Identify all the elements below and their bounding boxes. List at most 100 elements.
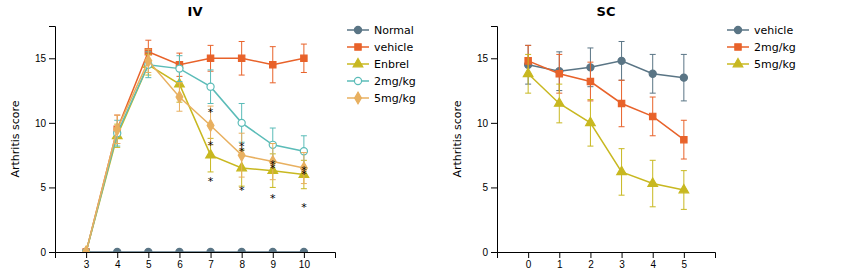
legend-label: 5mg/kg	[754, 58, 796, 71]
annotation: *	[208, 175, 214, 188]
x-tick-label: 9	[270, 259, 276, 270]
x-tick: 4	[650, 252, 656, 270]
title: IV	[188, 4, 203, 19]
error-bar	[270, 144, 276, 180]
legend-item: vehicle	[347, 41, 413, 54]
annotation: *	[239, 145, 245, 158]
marks	[523, 41, 688, 209]
y-axis-label: Arthritis score	[451, 100, 464, 177]
y-tick-mark	[491, 252, 497, 253]
line	[528, 74, 684, 190]
line	[86, 52, 304, 252]
legend: Normal vehicle Enbrel 2mg/kg 5mg/kg	[347, 24, 416, 105]
x-tick-label: 2	[588, 259, 594, 270]
x-tick-mark	[117, 252, 118, 258]
x-tick: 5	[682, 252, 688, 270]
series	[525, 45, 687, 159]
marker	[618, 57, 625, 64]
legend-item: Enbrel	[347, 58, 409, 71]
y-tick-mark	[49, 252, 55, 253]
legend-item: 2mg/kg	[727, 41, 796, 54]
marker	[681, 136, 687, 142]
legend-symbol	[355, 44, 361, 50]
marker	[680, 74, 687, 81]
x-tick-mark	[242, 252, 243, 258]
legend-label: 2mg/kg	[754, 41, 796, 54]
series	[523, 54, 688, 209]
x-tick-mark	[179, 252, 180, 258]
x-tick-mark	[559, 252, 560, 258]
x-tick-mark	[684, 252, 685, 258]
marker	[586, 117, 596, 125]
y-tick: 0	[40, 247, 55, 258]
error-bar	[145, 49, 151, 72]
x-tick-label: 0	[526, 259, 532, 270]
y-axis-label: Arthritis score	[9, 100, 22, 177]
plot: 012345051015SCArthritis scorevehicle2mg/…	[451, 4, 796, 270]
annotation: *	[208, 106, 214, 119]
y-axis-line	[49, 27, 56, 253]
series	[83, 49, 308, 252]
y-tick-mark	[491, 123, 497, 124]
x-tick-mark	[273, 252, 274, 258]
legend-item: 5mg/kg	[727, 58, 796, 71]
legend-symbol	[355, 92, 362, 104]
x-tick-mark	[622, 252, 623, 258]
annotation: *	[270, 162, 276, 175]
marker	[300, 248, 307, 252]
error-bar	[270, 47, 276, 83]
x-tick: 7	[208, 252, 214, 270]
y-tick-mark	[49, 58, 55, 59]
y-tick-mark	[49, 123, 55, 124]
x-tick: 8	[239, 252, 245, 270]
legend-item: 5mg/kg	[347, 92, 416, 105]
marker	[679, 184, 689, 192]
y-axis: 051015	[35, 27, 56, 258]
marker	[145, 55, 152, 67]
x-axis: 012345	[498, 252, 716, 270]
y-tick: 5	[482, 182, 497, 193]
marker	[207, 248, 214, 252]
error-bar	[681, 120, 687, 159]
x-tick-label: 6	[177, 259, 183, 270]
x-tick-label: 8	[239, 259, 245, 270]
error-bar	[208, 70, 214, 104]
error-bar	[650, 97, 656, 136]
y-tick-label: 0	[40, 247, 46, 258]
error-bar	[176, 56, 182, 82]
annotation: *	[270, 192, 276, 205]
error-bar	[208, 45, 214, 71]
y-tick-mark	[491, 187, 497, 188]
error-bar	[587, 62, 593, 101]
error-bar	[239, 41, 245, 75]
y-tick-mark	[49, 187, 55, 188]
x-tick-label: 5	[682, 259, 688, 270]
legend-item: 2mg/kg	[347, 75, 416, 88]
line	[528, 61, 684, 78]
marker	[207, 83, 214, 90]
series	[83, 52, 308, 252]
error-bar	[270, 154, 276, 188]
legend-symbol	[353, 58, 363, 66]
x-tick: 0	[526, 252, 532, 270]
series	[83, 40, 307, 252]
marker	[176, 248, 183, 252]
marker	[270, 62, 276, 68]
x-tick-mark	[148, 252, 149, 258]
series	[83, 248, 308, 252]
marker	[176, 65, 183, 72]
y-axis-line	[491, 27, 498, 253]
x-tick-mark	[528, 252, 529, 258]
x-tick: 6	[177, 252, 183, 270]
x-tick-label: 3	[84, 259, 90, 270]
y-tick-label: 0	[482, 247, 488, 258]
annotation: *	[208, 139, 214, 152]
marker	[650, 113, 656, 119]
x-tick-mark	[653, 252, 654, 258]
x-tick: 2	[588, 252, 594, 270]
x-tick-label: 1	[557, 259, 563, 270]
y-tick-mark	[491, 58, 497, 59]
legend-item: Normal	[347, 24, 414, 37]
marker	[523, 68, 533, 76]
y-tick: 10	[477, 118, 497, 129]
